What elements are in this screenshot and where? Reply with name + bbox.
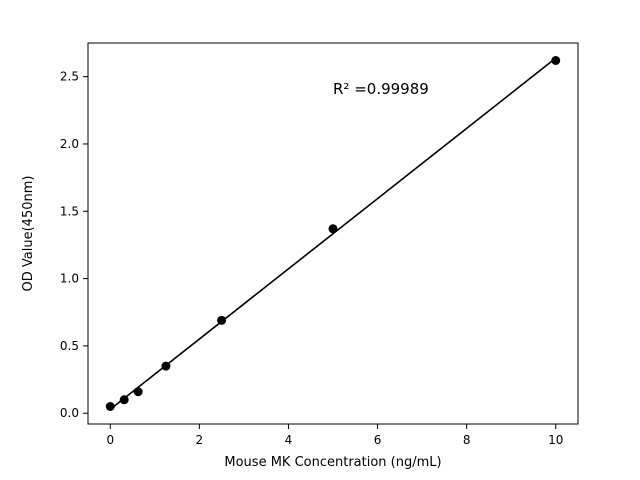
x-tick-label: 0 [106, 433, 114, 447]
y-tick-label: 0.0 [60, 406, 79, 420]
y-tick-label: 1.0 [60, 272, 79, 286]
y-tick-label: 2.0 [60, 137, 79, 151]
data-point [328, 224, 338, 234]
data-point [119, 395, 129, 405]
x-axis-label: Mouse MK Concentration (ng/mL) [224, 455, 441, 470]
data-point [551, 56, 561, 66]
y-tick-label: 0.5 [60, 339, 79, 353]
y-tick-label: 2.5 [60, 70, 79, 84]
x-tick-label: 6 [374, 433, 382, 447]
data-point [105, 401, 115, 411]
x-tick-label: 10 [548, 433, 563, 447]
x-tick-label: 2 [196, 433, 204, 447]
y-axis-label: OD Value(450nm) [21, 176, 36, 292]
data-point [217, 315, 227, 325]
fit-line [109, 57, 557, 410]
y-tick-label: 1.5 [60, 204, 79, 218]
x-tick-label: 8 [463, 433, 471, 447]
plot-area [87, 42, 579, 425]
data-point [133, 387, 143, 397]
x-tick-label: 4 [285, 433, 293, 447]
r-squared-annotation: R² =0.99989 [333, 80, 429, 98]
data-point [161, 361, 171, 371]
